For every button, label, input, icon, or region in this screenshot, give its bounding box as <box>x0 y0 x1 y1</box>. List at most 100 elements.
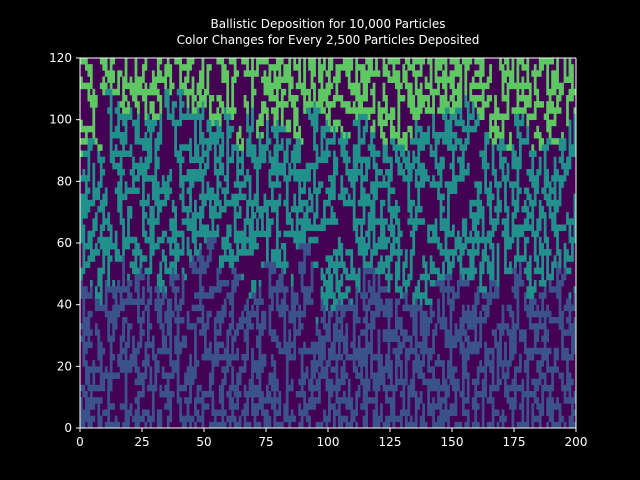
deposited-particle <box>504 193 507 201</box>
deposited-particle <box>216 286 220 293</box>
deposited-particle <box>273 169 277 176</box>
deposited-particle <box>382 372 386 379</box>
deposited-particle <box>285 409 289 416</box>
deposited-particle <box>439 243 443 250</box>
deposited-particle <box>464 372 468 379</box>
deposited-particle <box>528 224 532 231</box>
deposited-particle <box>194 366 197 373</box>
deposited-particle <box>275 304 279 312</box>
deposited-particle <box>211 206 215 213</box>
deposited-particle <box>546 175 550 182</box>
deposited-particle <box>246 391 249 398</box>
deposited-particle <box>432 224 435 231</box>
deposited-particle <box>258 397 262 404</box>
deposited-particle <box>166 113 170 120</box>
deposited-particle <box>278 255 282 262</box>
deposited-particle <box>221 397 225 404</box>
deposited-particle <box>429 261 433 268</box>
deposited-particle <box>491 397 495 404</box>
deposited-particle <box>283 335 287 342</box>
deposited-particle <box>107 280 111 287</box>
deposited-particle <box>506 391 510 398</box>
deposited-particle <box>323 199 326 207</box>
deposited-particle <box>218 409 222 416</box>
deposited-particle <box>494 335 497 342</box>
deposited-particle <box>124 384 128 392</box>
deposited-particle <box>146 273 150 281</box>
deposited-particle <box>305 409 309 416</box>
deposited-particle <box>142 310 145 318</box>
deposited-particle <box>417 199 421 207</box>
deposited-particle <box>390 224 393 231</box>
deposited-particle <box>481 317 485 324</box>
deposited-particle <box>238 169 242 176</box>
deposited-particle <box>181 187 185 194</box>
deposited-particle <box>127 421 130 429</box>
deposited-particle <box>87 243 91 250</box>
deposited-particle <box>186 224 190 231</box>
deposited-particle <box>387 384 391 392</box>
deposited-particle <box>280 280 284 287</box>
chart-title: Ballistic Deposition for 10,000 Particle… <box>211 17 446 31</box>
deposited-particle <box>87 397 91 404</box>
deposited-particle <box>280 169 284 176</box>
deposited-particle <box>504 230 507 238</box>
deposited-particle <box>419 138 423 145</box>
deposited-particle <box>422 360 426 367</box>
deposited-particle <box>362 125 366 133</box>
deposited-particle <box>211 230 215 238</box>
deposited-particle <box>536 255 540 262</box>
deposited-particle <box>340 273 344 281</box>
deposited-particle <box>533 230 537 238</box>
deposited-particle <box>558 317 562 324</box>
deposited-particle <box>439 175 443 182</box>
deposited-particle <box>166 378 170 386</box>
deposited-particle <box>568 267 572 275</box>
deposited-particle <box>397 354 401 361</box>
deposited-particle <box>476 421 480 429</box>
deposited-particle <box>275 341 279 349</box>
deposited-particle <box>310 298 314 305</box>
deposited-particle <box>159 113 163 120</box>
deposited-particle <box>278 169 282 176</box>
deposited-particle <box>161 187 165 194</box>
deposited-particle <box>223 187 227 194</box>
deposited-particle <box>149 323 153 330</box>
deposited-particle <box>439 132 443 139</box>
deposited-particle <box>504 236 507 244</box>
deposited-particle <box>355 273 359 281</box>
deposited-particle <box>179 397 182 404</box>
deposited-particle <box>325 144 329 151</box>
deposited-particle <box>328 138 331 145</box>
deposited-particle <box>127 187 130 194</box>
deposited-particle <box>169 175 173 182</box>
deposited-particle <box>84 187 88 194</box>
deposited-particle <box>236 236 240 244</box>
deposited-particle <box>243 317 247 324</box>
deposited-particle <box>258 323 262 330</box>
deposited-particle <box>424 310 428 318</box>
deposited-particle <box>211 243 215 250</box>
deposited-particle <box>223 421 227 429</box>
deposited-particle <box>466 249 470 256</box>
deposited-particle <box>514 206 517 213</box>
deposited-particle <box>466 310 470 318</box>
deposited-particle <box>189 261 192 268</box>
deposited-particle <box>365 366 368 373</box>
deposited-particle <box>566 317 569 324</box>
deposited-particle <box>248 187 252 194</box>
deposited-particle <box>303 199 306 207</box>
deposited-particle <box>298 329 302 336</box>
deposited-particle <box>402 335 406 342</box>
deposited-particle <box>528 169 532 176</box>
deposited-particle <box>293 323 297 330</box>
deposited-particle <box>293 317 297 324</box>
deposited-particle <box>377 286 381 293</box>
deposited-particle <box>228 132 232 139</box>
deposited-particle <box>112 329 116 336</box>
deposited-particle <box>315 187 319 194</box>
deposited-particle <box>184 273 187 281</box>
deposited-particle <box>94 323 98 330</box>
deposited-particle <box>268 218 272 225</box>
deposited-particle <box>223 236 227 244</box>
